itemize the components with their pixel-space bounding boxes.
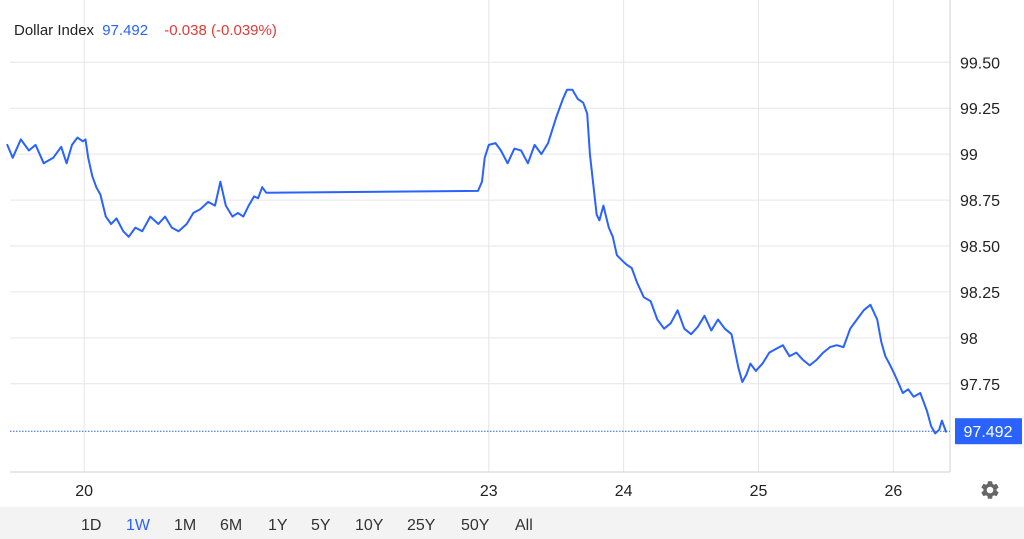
range-1d[interactable]: 1D [81, 517, 102, 534]
range-1m[interactable]: 1M [174, 517, 197, 534]
range-5y[interactable]: 5Y [311, 517, 331, 534]
range-25y[interactable]: 25Y [407, 517, 436, 534]
range-1w[interactable]: 1W [126, 517, 150, 534]
price-change: -0.038 (-0.039%) [164, 22, 277, 39]
y-tick-label: 98.75 [960, 193, 1000, 210]
y-tick-label: 99 [960, 147, 978, 164]
range-50y[interactable]: 50Y [461, 517, 490, 534]
instrument-name: Dollar Index [14, 22, 95, 39]
y-tick-label: 99.25 [960, 101, 1000, 118]
y-tick-label: 99.50 [960, 55, 1000, 72]
range-10y[interactable]: 10Y [355, 517, 384, 534]
y-tick-label: 98.50 [960, 239, 1000, 256]
chart-area[interactable]: 99.50 99.25 99 98.75 98.50 98.25 98 97.75 20 23 24… [0, 0, 1024, 507]
chart-header: Dollar Index 97.492 -0.038 (-0.039%) [14, 21, 277, 41]
x-tick-label: 23 [480, 483, 498, 500]
range-6m[interactable]: 6M [220, 517, 243, 534]
x-tick-label: 20 [75, 483, 93, 500]
gear-icon [981, 481, 999, 499]
y-tick-label: 97.75 [960, 377, 1000, 394]
last-value-label: 97.492 [964, 424, 1013, 441]
range-selector: 1D 1W 1M 6M 1Y 5Y 10Y 25Y 50Y All [0, 507, 1024, 539]
range-all[interactable]: All [515, 517, 533, 534]
y-tick-label: 98.25 [960, 285, 1000, 302]
range-1y[interactable]: 1Y [268, 517, 288, 534]
series-line [6, 88, 947, 435]
y-tick-label: 98 [960, 331, 978, 348]
settings-button[interactable] [979, 479, 1001, 501]
last-price: 97.492 [102, 22, 149, 39]
x-tick-label: 24 [615, 483, 633, 500]
x-tick-label: 26 [884, 483, 902, 500]
x-tick-label: 25 [750, 483, 768, 500]
last-value-badge [955, 418, 1022, 445]
